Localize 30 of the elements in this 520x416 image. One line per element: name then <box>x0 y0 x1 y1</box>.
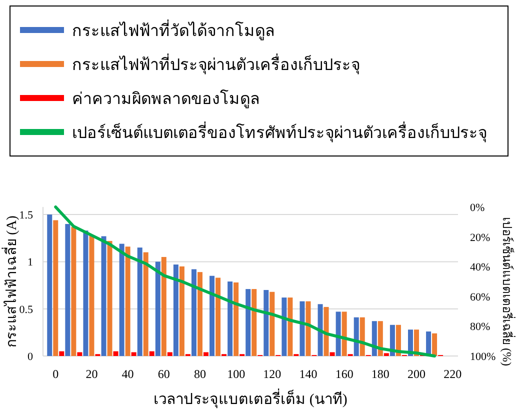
y-tick-label: 0 <box>28 351 34 363</box>
x-axis-title: เวลาประจุแบตเตอรี่เต็ม (นาที) <box>154 388 348 409</box>
line-series <box>54 206 436 358</box>
y2-tick-label: 20% <box>470 232 490 244</box>
x-tick-label: 80 <box>194 367 206 381</box>
x-tick-label: 40 <box>122 367 134 381</box>
y-tick-label: 1 <box>28 256 33 269</box>
y2-tick-label: 100% <box>470 351 496 363</box>
legend-label: กระแสไฟฟ้าที่ประจุผ่านตัวเครื่องเก็บประจุ <box>72 53 360 75</box>
x-tick-label: 100 <box>227 367 246 381</box>
x-tick-label: 160 <box>335 367 354 381</box>
y2-tick-label: 60% <box>470 291 490 304</box>
x-tick-label: 60 <box>158 367 170 381</box>
legend-label: กระแสไฟฟ้าที่วัดได้จากโมดูล <box>72 19 275 41</box>
x-tick-label: 200 <box>408 367 426 381</box>
x-tick-label: 180 <box>371 367 390 381</box>
y2-axis-title: เปอร์เซ็นต์แบตเตอรี่เฉลี่ย (%) <box>500 217 516 366</box>
x-tick-label: 220 <box>444 367 462 381</box>
x-tick-label: 140 <box>299 367 318 381</box>
legend-label: ค่าความผิดพลาดของโมดูล <box>72 89 260 109</box>
y2-tick-label: 80% <box>470 321 490 334</box>
y-axis-title: กระแสไฟฟ้าเฉลี่ย (A) <box>2 215 20 348</box>
y-tick-label: 1.5 <box>19 210 34 222</box>
x-tick-label: 120 <box>263 367 282 381</box>
y2-tick-label: 0% <box>470 202 485 214</box>
x-tick-label: 0 <box>52 367 59 381</box>
x-tick-label: 20 <box>86 367 98 381</box>
y-tick-label: 0.5 <box>19 304 34 316</box>
legend-label: เปอร์เซ็นต์แบตเตอรี่ของโทรศัพท์ประจุผ่านตัวเครื่องเก็บประจุ <box>72 121 487 143</box>
y2-tick-label: 40% <box>470 262 490 274</box>
